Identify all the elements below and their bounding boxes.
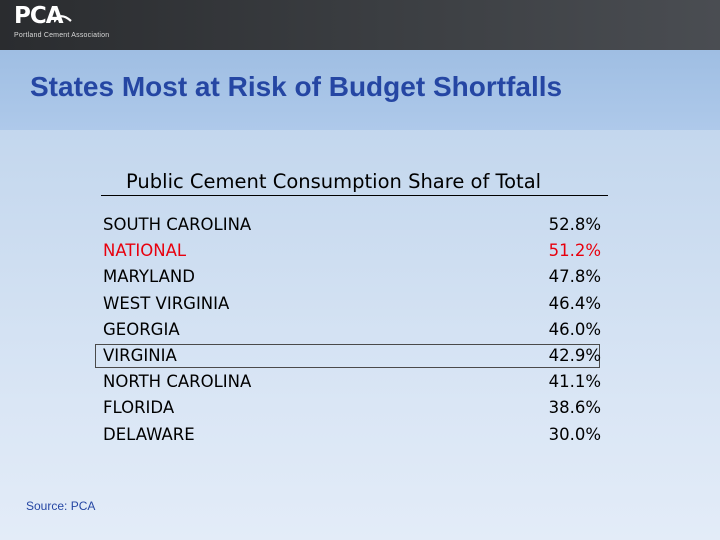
slide-title: States Most at Risk of Budget Shortfalls xyxy=(30,71,563,102)
list-item: MARYLAND 47.8% xyxy=(103,264,603,290)
state-name: SOUTH CAROLINA xyxy=(103,215,252,234)
share-value: 51.2% xyxy=(548,241,601,261)
state-share-list: SOUTH CAROLINA 52.8% NATIONAL 51.2% MARY… xyxy=(95,212,603,448)
list-item: DELAWARE 30.0% xyxy=(103,422,603,448)
state-name: GEORGIA xyxy=(103,319,180,339)
state-name: VIRGINIA xyxy=(103,345,177,365)
list-item: WEST VIRGINIA 46.4% xyxy=(103,291,603,317)
state-name: MARYLAND xyxy=(103,267,195,287)
state-name: DELAWARE xyxy=(103,424,195,444)
state-name: NORTH CAROLINA xyxy=(103,372,252,392)
share-value: 41.1% xyxy=(548,372,601,392)
logo-subtext: Portland Cement Association xyxy=(14,32,110,39)
list-item-national: NATIONAL 51.2% xyxy=(103,238,603,264)
list-item: GEORGIA 46.0% xyxy=(103,317,603,343)
list-item: NORTH CAROLINA 41.1% xyxy=(103,369,603,395)
table-heading: Public Cement Consumption Share of Total xyxy=(126,170,542,193)
share-value: 52.8% xyxy=(548,215,601,234)
share-value: 42.9% xyxy=(548,345,601,365)
share-value: 47.8% xyxy=(548,267,601,287)
pca-logo: PCA xyxy=(14,3,64,29)
state-name: FLORIDA xyxy=(103,398,175,418)
share-value: 46.4% xyxy=(548,293,601,313)
share-value: 46.0% xyxy=(548,319,601,339)
logo-swoosh-icon xyxy=(54,15,72,23)
heading-underline xyxy=(101,195,608,196)
state-name: NATIONAL xyxy=(103,241,187,261)
source-note: Source: PCA xyxy=(26,499,96,513)
share-value: 30.0% xyxy=(548,424,601,444)
title-band xyxy=(0,50,720,130)
share-value: 38.6% xyxy=(548,398,601,418)
list-item-virginia-boxed: VIRGINIA 42.9% xyxy=(95,343,603,369)
list-item: SOUTH CAROLINA 52.8% xyxy=(103,212,603,238)
header-bar: PCA Portland Cement Association xyxy=(0,0,720,50)
state-name: WEST VIRGINIA xyxy=(103,293,230,313)
list-item: FLORIDA 38.6% xyxy=(103,395,603,421)
